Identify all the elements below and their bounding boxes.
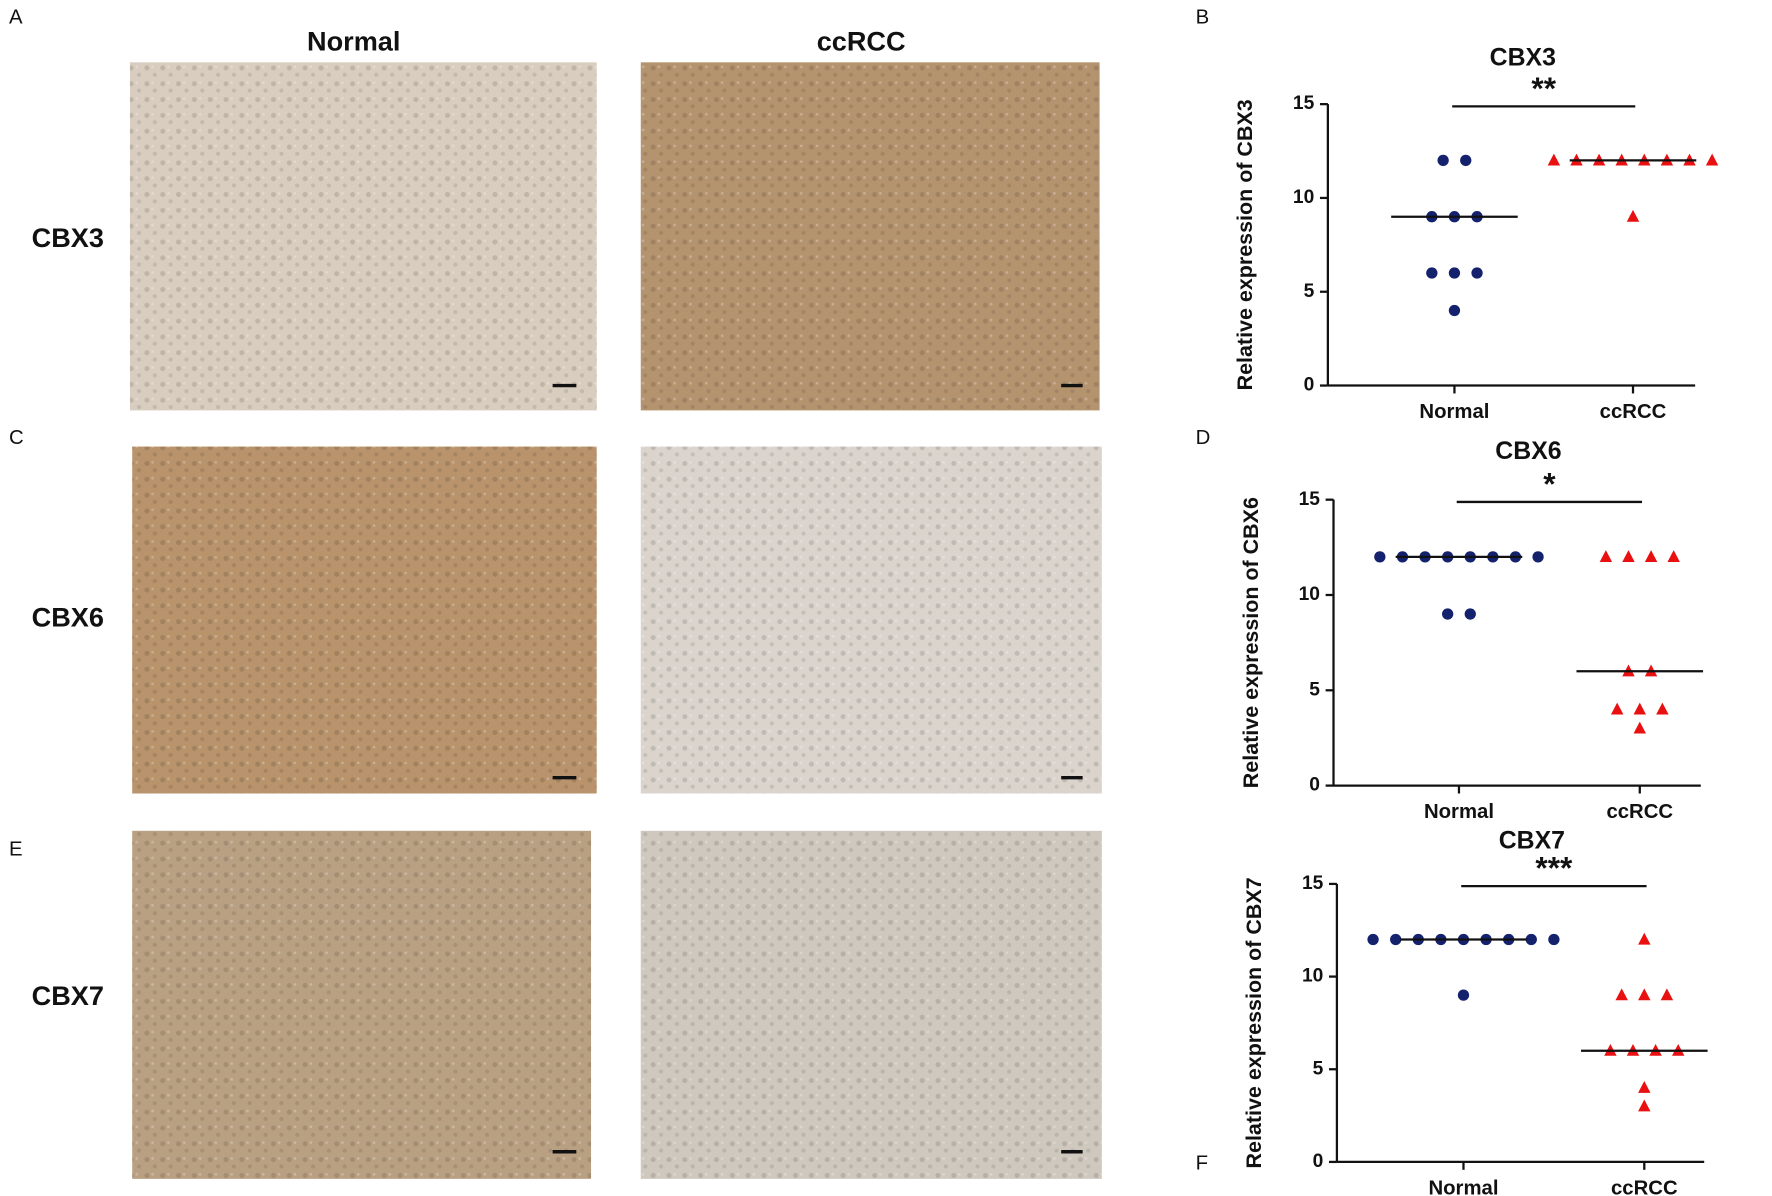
- data-point: [1547, 153, 1561, 166]
- panel-letter: D: [1196, 427, 1211, 449]
- data-point: [1426, 267, 1438, 279]
- y-tick-label: 5: [1313, 1058, 1324, 1079]
- data-point: [1633, 721, 1646, 734]
- micrograph-texture: [132, 446, 597, 794]
- chart-title: CBX6: [1495, 437, 1561, 465]
- panel-letter: B: [1196, 7, 1210, 29]
- data-point: [1656, 702, 1669, 715]
- data-point: [1367, 933, 1379, 946]
- data-point: [1615, 988, 1628, 1001]
- data-point: [1638, 1099, 1651, 1112]
- micrograph-texture: [132, 830, 592, 1179]
- data-point: [1622, 550, 1635, 562]
- row-label: CBX3: [32, 222, 104, 253]
- y-tick-label: 15: [1302, 873, 1324, 894]
- y-tick-label: 5: [1309, 679, 1320, 700]
- data-point: [1548, 933, 1560, 946]
- data-point: [1660, 988, 1674, 1001]
- y-tick-label: 0: [1304, 375, 1315, 396]
- x-tick-label: Normal: [1428, 1177, 1498, 1196]
- data-point: [1525, 933, 1537, 946]
- panel-letter: C: [9, 427, 24, 449]
- data-point: [1638, 988, 1651, 1001]
- chart-title: CBX3: [1490, 44, 1556, 72]
- data-point: [1374, 551, 1386, 563]
- column-header: ccRCC: [817, 25, 906, 56]
- data-point: [1667, 550, 1680, 562]
- y-tick-label: 10: [1293, 187, 1314, 208]
- data-point: [1471, 267, 1483, 279]
- micrograph-texture: [640, 62, 1100, 411]
- significance-label: **: [1531, 70, 1556, 106]
- data-point: [1464, 608, 1476, 620]
- micrograph-texture: [129, 62, 597, 411]
- data-point: [1457, 989, 1470, 1001]
- panel-letter: E: [9, 838, 23, 860]
- y-tick-label: 15: [1299, 489, 1321, 510]
- y-tick-label: 15: [1293, 93, 1315, 114]
- y-axis-label: Relative expression of CBX7: [1242, 877, 1266, 1168]
- x-tick-label: ccRCC: [1606, 801, 1673, 823]
- y-tick-label: 0: [1313, 1151, 1324, 1172]
- data-point: [1437, 154, 1449, 167]
- panel-letter: A: [9, 7, 23, 29]
- data-point: [1638, 932, 1651, 945]
- data-point: [1626, 209, 1640, 222]
- data-point: [1448, 304, 1461, 317]
- data-point: [1610, 702, 1624, 715]
- significance-label: *: [1543, 465, 1556, 501]
- y-axis-label: Relative expression of CBX3: [1233, 99, 1257, 390]
- y-tick-label: 5: [1304, 281, 1315, 302]
- column-header: Normal: [307, 25, 400, 56]
- data-point: [1390, 933, 1402, 946]
- x-tick-label: ccRCC: [1611, 1177, 1678, 1196]
- scale-bars: [552, 383, 1083, 1154]
- data-point: [1532, 551, 1544, 563]
- data-point: [1644, 550, 1658, 562]
- data-point: [1460, 154, 1472, 167]
- panel-letter: F: [1196, 1153, 1208, 1175]
- x-tick-label: Normal: [1424, 801, 1494, 823]
- data-point: [1442, 608, 1454, 620]
- data-point: [1633, 702, 1646, 715]
- y-tick-label: 10: [1299, 584, 1320, 605]
- y-tick-label: 10: [1302, 966, 1323, 987]
- micrograph-texture: [640, 446, 1102, 794]
- row-label: CBX7: [32, 980, 104, 1011]
- data-point: [1638, 1081, 1651, 1093]
- data-point: [1705, 153, 1719, 166]
- data-point: [1448, 267, 1461, 279]
- y-axis-label: Relative expression of CBX6: [1239, 497, 1263, 788]
- y-tick-label: 0: [1309, 775, 1320, 796]
- chart-title: CBX7: [1499, 827, 1565, 855]
- micrographs: [129, 62, 1102, 1179]
- micrograph-texture: [640, 830, 1102, 1179]
- significance-label: ***: [1535, 850, 1573, 886]
- row-label: CBX6: [32, 602, 104, 633]
- x-tick-label: Normal: [1419, 401, 1489, 423]
- data-point: [1599, 550, 1613, 562]
- x-tick-label: ccRCC: [1600, 401, 1667, 423]
